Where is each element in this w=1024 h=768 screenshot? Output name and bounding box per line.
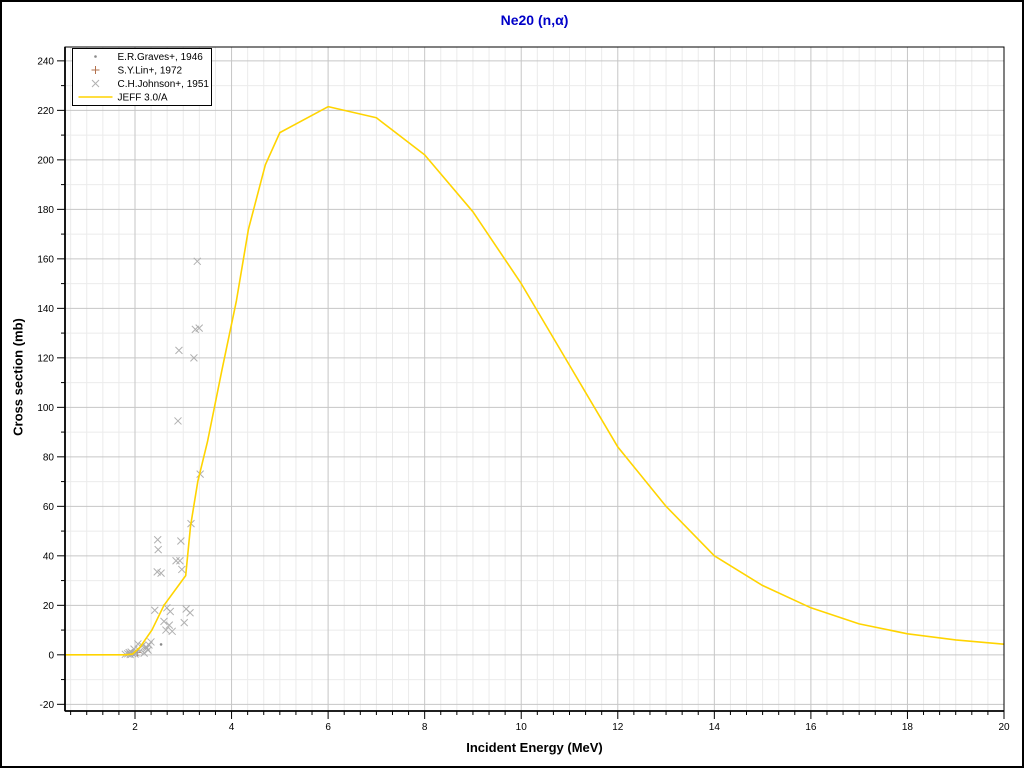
x-tick-label: 2	[132, 722, 138, 733]
legend-entry-label: C.H.Johnson+, 1951	[118, 79, 210, 90]
legend-entry-label: S.Y.Lin+, 1972	[118, 66, 183, 77]
y-tick-label: 0	[48, 650, 54, 661]
y-tick-label: 80	[43, 452, 55, 463]
plot-frame	[64, 46, 1005, 712]
y-tick-label: 180	[37, 205, 54, 216]
chart-title: Ne20 (n,α)	[500, 12, 569, 28]
x-tick-label: 14	[709, 722, 721, 733]
tick-labels: 2 4 6 8 10 12 14 16 18 20 -20 0 20 40 60 80 100 120 140 160…	[37, 56, 1010, 733]
y-tick-label: 240	[37, 56, 54, 67]
y-tick-label: 140	[37, 304, 54, 315]
y-tick-label: 120	[37, 353, 54, 364]
y-tick-label: 20	[43, 601, 55, 612]
grid-minor	[65, 47, 1004, 711]
y-tick-label: 100	[37, 403, 54, 414]
x-tick-label: 20	[998, 722, 1010, 733]
x-axis-label: Incident Energy (MeV)	[466, 740, 603, 755]
plot-region[interactable]	[65, 47, 1004, 711]
x-tick-label: 6	[325, 722, 331, 733]
y-tick-label: 160	[37, 254, 54, 265]
series-e-r-graves-1946	[159, 643, 163, 646]
grid-major	[65, 47, 1005, 711]
x-tick-label: 16	[805, 722, 817, 733]
y-tick-label: 60	[43, 502, 55, 513]
series-jeff-3-0-a	[65, 105, 1005, 656]
axis-ticks	[57, 60, 1005, 719]
y-axis-label: Cross section (mb)	[10, 318, 26, 436]
y-tick-label: 200	[37, 155, 54, 166]
x-tick-label: 18	[902, 722, 914, 733]
x-tick-label: 4	[229, 722, 235, 733]
legend-entry-label: E.R.Graves+, 1946	[118, 52, 204, 63]
x-tick-label: 12	[612, 722, 624, 733]
y-tick-label: 220	[37, 106, 54, 117]
y-tick-label: 40	[43, 551, 55, 562]
legend: E.R.Graves+, 1946 S.Y.Lin+, 1972 C.H.Johns…	[72, 48, 212, 106]
legend-entry-label: JEFF 3.0/A	[118, 93, 168, 104]
y-tick-label: -20	[40, 700, 55, 711]
x-tick-label: 10	[516, 722, 528, 733]
x-tick-label: 8	[422, 722, 428, 733]
